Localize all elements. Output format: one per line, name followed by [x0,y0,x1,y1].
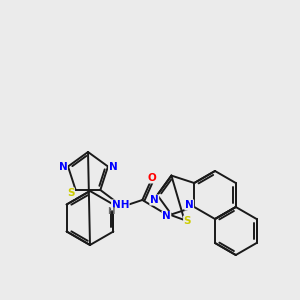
Text: S: S [67,188,74,198]
Text: NH: NH [112,200,129,210]
Text: N: N [59,161,68,172]
Text: S: S [184,216,191,226]
Text: H: H [107,208,115,217]
Text: N: N [109,161,117,172]
Text: N: N [185,200,194,210]
Text: N: N [150,195,159,205]
Text: N: N [162,212,171,221]
Text: O: O [148,173,157,183]
